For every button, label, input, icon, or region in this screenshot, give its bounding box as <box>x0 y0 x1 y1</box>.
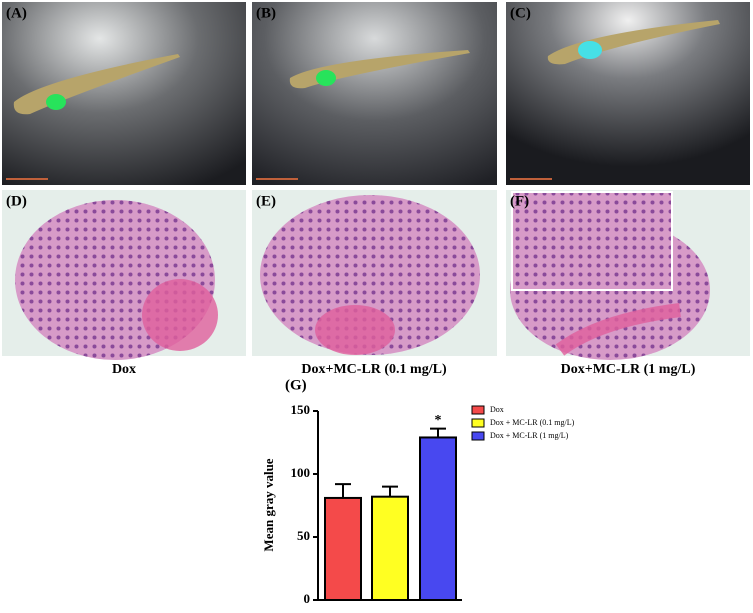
panel-label: (E) <box>256 193 276 209</box>
caption: Dox+MC-LR (1 mg/L) <box>561 362 696 377</box>
histology-images <box>2 190 750 360</box>
legend-label: Dox + MC-LR (1 mg/L) <box>490 431 569 440</box>
y-tick-label: 100 <box>291 465 311 480</box>
y-tick-label: 50 <box>297 528 310 543</box>
error-bar <box>382 485 398 497</box>
bar <box>419 436 457 601</box>
legend-label: Dox <box>490 405 504 414</box>
y-axis-label: Mean gray value <box>261 458 276 551</box>
panel-label: (A) <box>6 5 27 21</box>
legend-swatch <box>471 418 485 428</box>
legend-swatch <box>471 431 485 441</box>
annotation: * <box>435 413 442 428</box>
y-tick-label: 150 <box>291 402 311 417</box>
error-bar <box>335 483 351 498</box>
panel-label: (C) <box>510 5 531 21</box>
error-bar <box>430 427 446 438</box>
y-tick-label: 0 <box>304 591 311 606</box>
caption: Dox+MC-LR (0.1 mg/L) <box>301 362 447 377</box>
bar <box>324 496 362 601</box>
bar <box>371 495 409 601</box>
panel-label: (B) <box>256 5 276 21</box>
caption: Dox <box>112 362 136 377</box>
panel-label: (F) <box>510 193 529 209</box>
panel-label: (D) <box>6 193 27 209</box>
fish-images <box>2 2 750 185</box>
panel-label: (G) <box>285 377 307 393</box>
legend-swatch <box>471 405 485 415</box>
legend-label: Dox + MC-LR (0.1 mg/L) <box>490 418 575 427</box>
